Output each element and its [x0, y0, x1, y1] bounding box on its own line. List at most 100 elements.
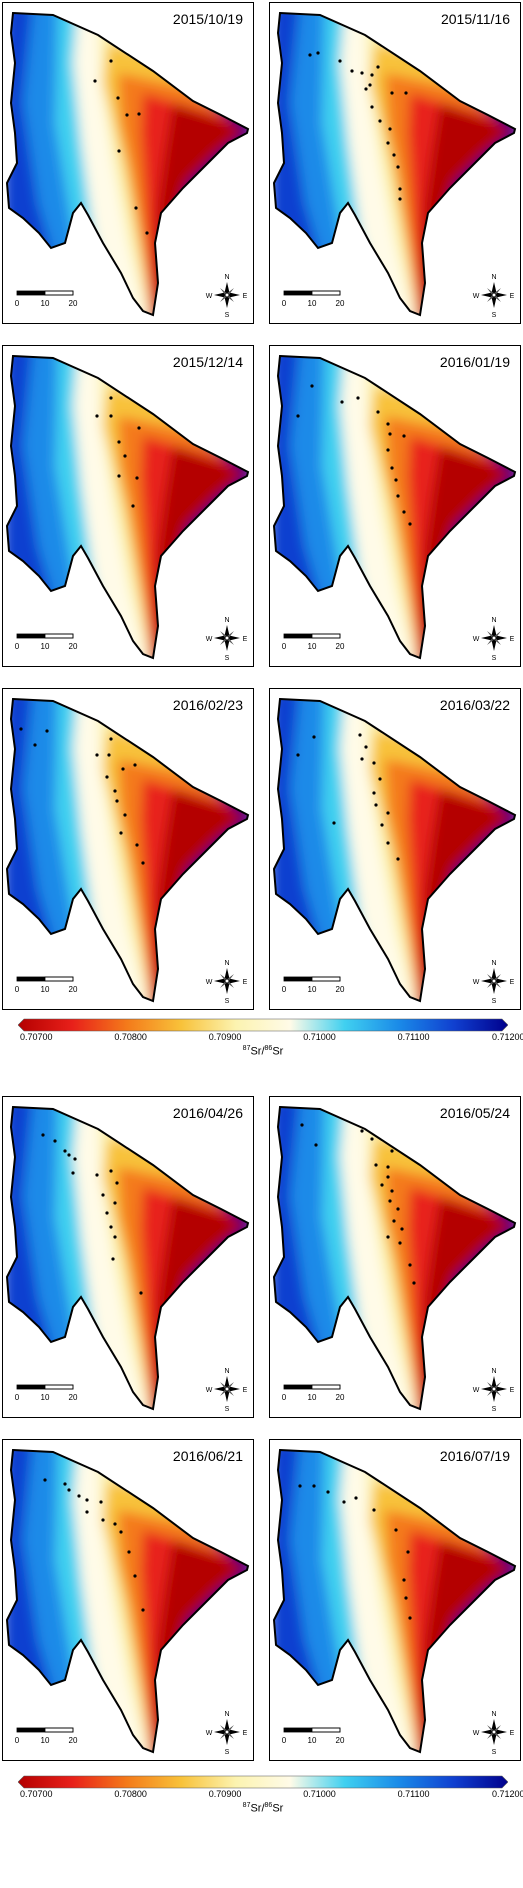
sampling-site — [308, 53, 312, 57]
isotope-contour-band — [155, 1197, 248, 1409]
panel-date: 2016/03/22 — [439, 697, 510, 713]
sampling-site — [113, 789, 117, 793]
sampling-site — [119, 1530, 123, 1534]
compass-letter: E — [243, 636, 248, 643]
colorbar-tick-label: 0.71100 — [397, 1032, 430, 1042]
sampling-site — [364, 745, 368, 749]
compass-letter: N — [224, 1711, 229, 1718]
compass-letter: S — [225, 655, 230, 662]
compass-letter: E — [243, 979, 248, 986]
scale-bar-label: 0 — [282, 642, 287, 651]
sampling-site — [412, 1281, 416, 1285]
sampling-site — [67, 1488, 71, 1492]
sampling-site — [368, 83, 372, 87]
sampling-site — [101, 1193, 105, 1197]
sampling-site — [133, 1574, 137, 1578]
sampling-site — [386, 1175, 390, 1179]
sampling-site — [314, 1143, 318, 1147]
map-panel-1: 0 10 20 N S E W 2015/10/19 — [2, 2, 254, 324]
compass-letter: W — [473, 636, 480, 643]
sampling-site — [135, 476, 139, 480]
compass-letter: E — [243, 1730, 248, 1737]
scale-bar: 0 10 20 — [282, 1384, 345, 1402]
compass-letter: N — [224, 274, 229, 281]
sampling-site — [392, 153, 396, 157]
north-arrow-icon: N S E W — [206, 1711, 248, 1756]
sampling-site — [312, 1484, 316, 1488]
scale-bar-label: 10 — [308, 985, 317, 994]
colorbar-tick-label: 0.70900 — [208, 1789, 242, 1799]
sampling-site — [372, 761, 376, 765]
panel-date: 2015/12/14 — [172, 354, 243, 370]
contour-map-svg: 0 10 20 N S E W — [5, 1448, 250, 1756]
colorbar-tick-label: 0.70900 — [208, 1032, 242, 1042]
sampling-site — [370, 1137, 374, 1141]
sampling-site — [398, 187, 402, 191]
sampling-site — [133, 763, 137, 767]
watershed-boundary — [5, 697, 250, 1003]
panel-date: 2015/11/16 — [440, 11, 510, 27]
contour-map-svg: 0 10 20 N S E W — [272, 354, 517, 662]
scale-bar-label: 20 — [336, 642, 345, 651]
sampling-site — [370, 105, 374, 109]
scale-bar: 0 10 20 — [15, 633, 78, 651]
sampling-site — [117, 440, 121, 444]
colorbar-tick-label: 0.70700 — [20, 1032, 53, 1042]
sampling-site — [312, 735, 316, 739]
sampling-site — [402, 1578, 406, 1582]
sampling-site — [372, 791, 376, 795]
sampling-site — [107, 753, 111, 757]
sampling-site — [95, 753, 99, 757]
sampling-site — [390, 1149, 394, 1153]
sampling-site — [402, 510, 406, 514]
scale-bar: 0 10 20 — [282, 976, 345, 994]
sampling-site — [374, 1163, 378, 1167]
sampling-site — [117, 149, 121, 153]
colorbar-tick-label: 0.70700 — [20, 1789, 53, 1799]
watershed-boundary — [5, 1105, 250, 1411]
watershed-boundary — [5, 1448, 250, 1754]
north-arrow-icon: N S E W — [206, 960, 248, 1005]
scale-bar-label: 10 — [308, 642, 317, 651]
compass-letter: N — [224, 960, 229, 967]
sampling-site — [378, 777, 382, 781]
sampling-site — [374, 803, 378, 807]
colorbar-tick-label: 0.70800 — [114, 1032, 147, 1042]
sampling-site — [310, 384, 314, 388]
scale-bar-label: 0 — [282, 299, 287, 308]
sampling-site — [342, 1500, 346, 1504]
watershed-boundary — [272, 354, 517, 660]
compass-letter: W — [473, 1730, 480, 1737]
sampling-site — [390, 466, 394, 470]
watershed-boundary — [272, 1448, 517, 1754]
sampling-site — [386, 141, 390, 145]
sampling-site — [406, 1550, 410, 1554]
north-arrow-icon: N S E W — [206, 1368, 248, 1413]
scale-bar-label: 10 — [41, 642, 50, 651]
colorbar-tick-label: 0.71000 — [303, 1032, 336, 1042]
colorbar-bottom: 0.70700 0.70800 0.70900 0.71000 0.71100 0.712… — [17, 1775, 523, 1825]
isotope-contour-band — [422, 1540, 515, 1752]
compass-letter: S — [225, 312, 230, 319]
compass-letter: E — [510, 636, 515, 643]
compass-letter: N — [491, 1368, 496, 1375]
sampling-site — [85, 1510, 89, 1514]
sampling-site — [141, 861, 145, 865]
panel-date: 2016/07/19 — [439, 1448, 510, 1464]
sampling-site — [117, 474, 121, 478]
scale-bar-label: 20 — [69, 299, 78, 308]
compass-letter: W — [473, 979, 480, 986]
sampling-site — [390, 91, 394, 95]
sampling-site — [408, 522, 412, 526]
compass-letter: E — [243, 1387, 248, 1394]
sampling-site — [109, 1225, 113, 1229]
colorbar-tick-label: 0.70800 — [114, 1789, 147, 1799]
scale-bar-label: 10 — [41, 299, 50, 308]
sampling-site — [33, 743, 37, 747]
sampling-site — [370, 73, 374, 77]
sampling-site — [350, 69, 354, 73]
sampling-site — [63, 1149, 67, 1153]
sampling-site — [115, 1181, 119, 1185]
sampling-site — [358, 733, 362, 737]
scale-bar-label: 10 — [41, 1393, 50, 1402]
